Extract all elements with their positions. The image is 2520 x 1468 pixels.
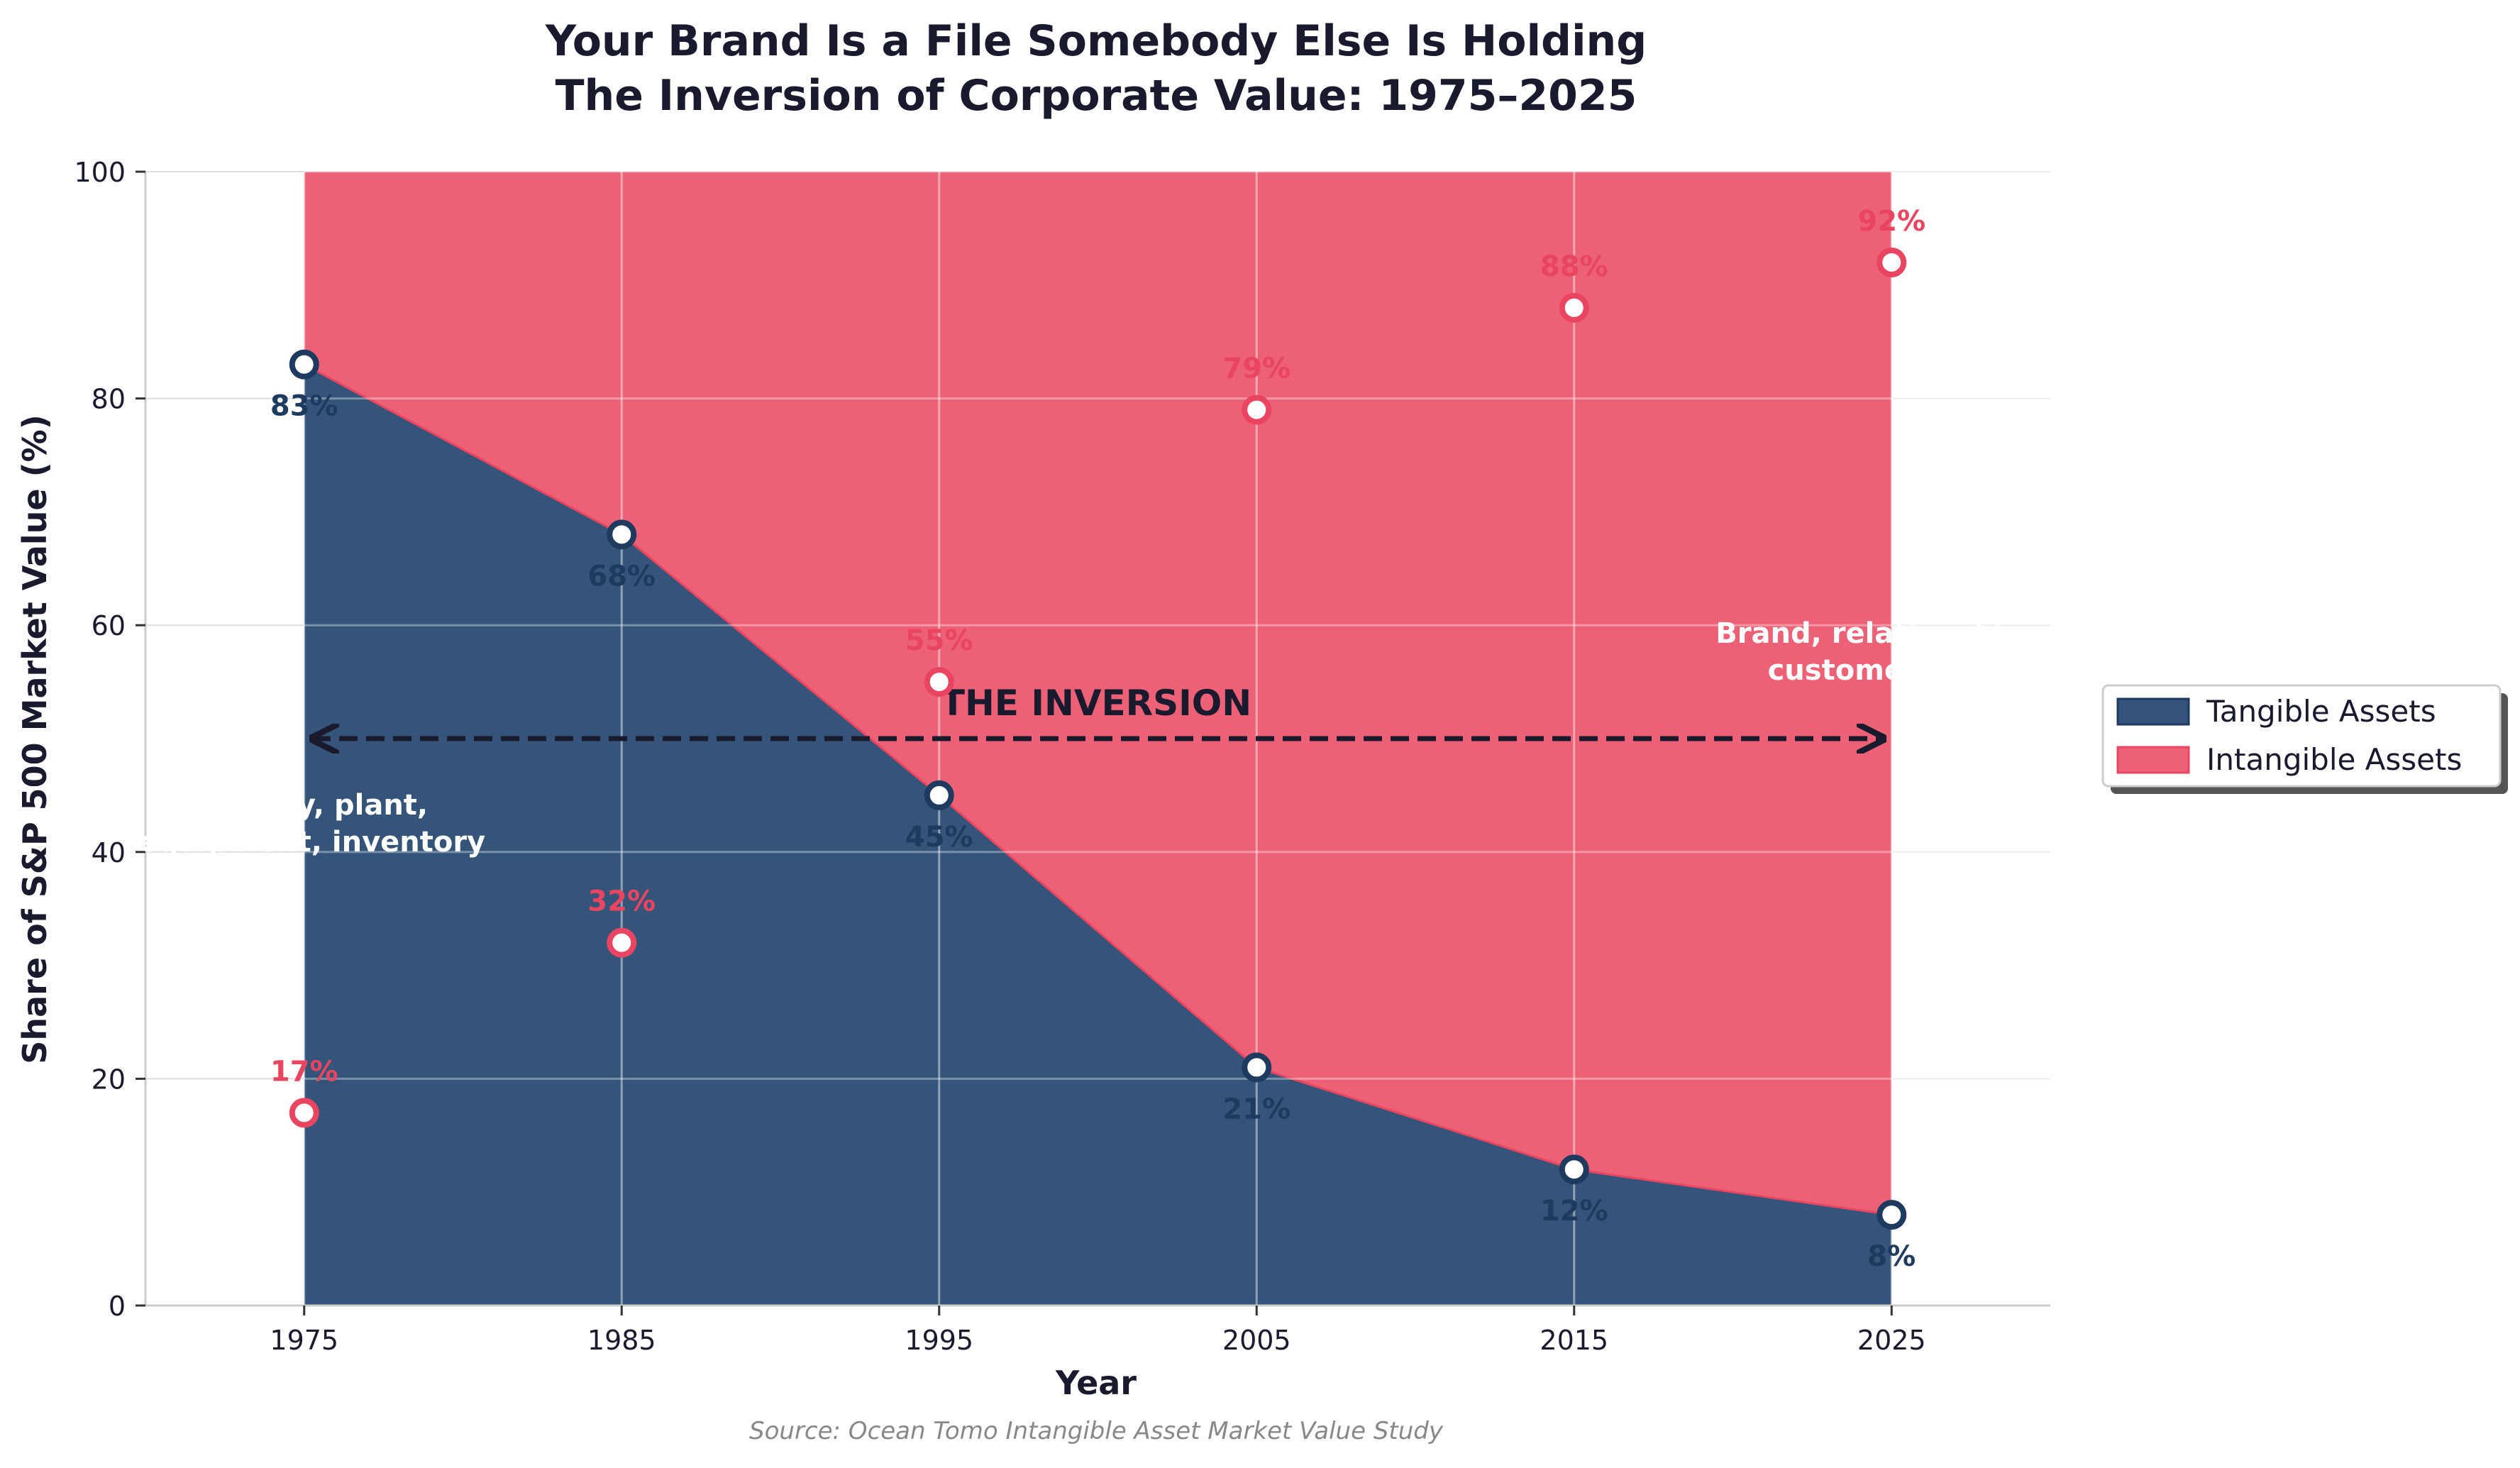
y-tick-label: 20 [92,1064,126,1095]
intangible-note-line1: Brand, relationships, [1715,617,2051,650]
axes-layer: 0 20 40 60 80 100 1975 1985 1995 2005 2015 2025 [74,157,2050,1356]
intangible-data-label: 32% [587,885,656,918]
tangible-point [924,780,954,810]
x-tick-label: 2025 [1857,1325,1926,1356]
legend-swatch-intangible [2116,746,2190,774]
tangible-data-label: 12% [1540,1195,1608,1227]
tangible-data-label: 8% [1867,1240,1916,1273]
intangible-data-label: 55% [905,624,973,657]
tangible-point [1877,1200,1907,1230]
intangible-data-label: 17% [270,1055,338,1088]
source-note: Source: Ocean Tomo Intangible Asset Mark… [749,1417,1444,1445]
inversion-label: THE INVERSION [941,683,1251,724]
tangible-data-label: 83% [270,390,338,423]
tangible-note-line1: Factory, plant, [197,789,428,822]
legend-label-tangible: Tangible Assets [2206,694,2436,729]
legend-box [2101,684,2502,788]
y-tick-label: 100 [74,157,126,188]
intangible-point [1242,394,1272,425]
y-axis-label: Share of S&P 500 Market Value (%) [16,414,54,1064]
y-tick-label: 80 [92,384,126,415]
legend: Tangible Assets Intangible Assets [2101,684,2508,794]
intangible-data-label: 88% [1540,250,1608,283]
intangible-point [1559,292,1589,323]
x-tick-label: 2005 [1222,1325,1291,1356]
x-axis-label: Year [1055,1364,1137,1402]
tangible-point [607,519,637,550]
intangible-point [607,927,637,958]
x-tick-label: 1985 [587,1325,656,1356]
y-tick-label: 60 [92,610,126,641]
marker-layer: 83% 17% 68% 32% 45% 55% 21% 79% 12% 88% 8% 92% [270,205,1925,1273]
tangible-data-label: 21% [1222,1093,1291,1125]
tangible-point [1242,1052,1272,1083]
intangible-area [304,172,1892,1215]
tangible-note-line2: equipment, inventory [139,826,485,859]
tangible-point [1559,1154,1589,1185]
chart-subtitle: The Inversion of Corporate Value: 1975–2… [556,71,1637,121]
y-tick-label: 40 [92,837,126,868]
legend-label-intangible: Intangible Assets [2206,742,2462,777]
area-layer [304,172,1892,1306]
intangible-point [1877,247,1907,277]
chart-title: Your Brand Is a File Somebody Else Is Ho… [545,16,1647,66]
x-tick-label: 2015 [1540,1325,1608,1356]
tangible-point [289,349,319,380]
intangible-data-label: 92% [1857,205,1925,238]
intangible-point [924,667,954,697]
intangible-data-label: 79% [1222,353,1291,385]
tangible-data-label: 68% [587,560,656,592]
x-tick-label: 1975 [270,1325,338,1356]
intangible-note-line2: customer data [1768,654,2000,687]
legend-swatch-tangible [2116,697,2190,726]
intangible-point [289,1098,319,1128]
y-tick-label: 0 [109,1291,126,1322]
boundary-line [304,363,1892,1216]
tangible-data-label: 45% [905,821,973,854]
x-tick-label: 1995 [905,1325,973,1356]
